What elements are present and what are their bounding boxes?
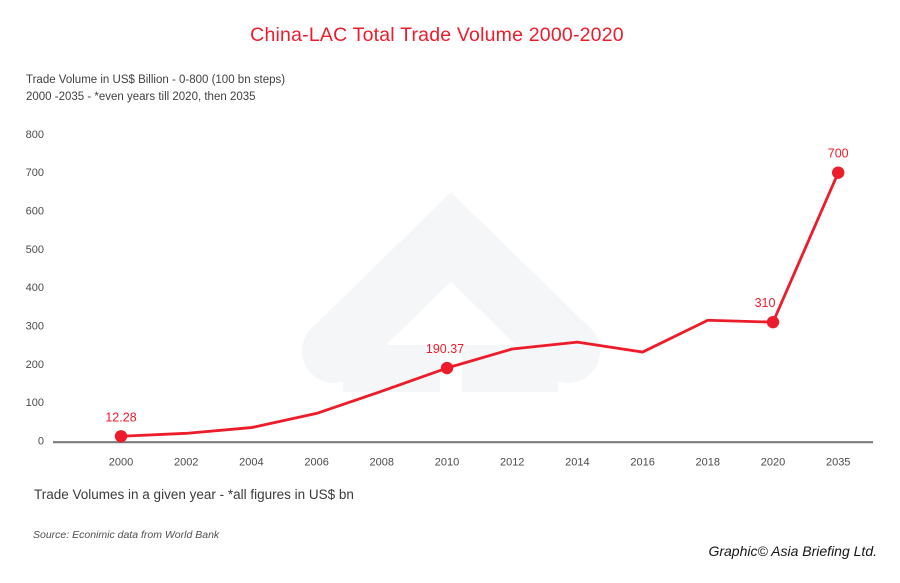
data-point-marker [440, 361, 454, 375]
chart-title: China-LAC Total Trade Volume 2000-2020 [250, 24, 624, 46]
y-tick-label: 0 [38, 436, 44, 448]
data-point-marker [766, 315, 780, 329]
x-tick-label: 2035 [826, 457, 850, 469]
data-point-label: 190.37 [426, 342, 464, 356]
x-tick-label: 2000 [109, 457, 133, 469]
x-tick-label: 2004 [239, 457, 263, 469]
axis-description-y: Trade Volume in US$ Billion - 0-800 (100… [26, 74, 286, 86]
x-tick-label: 2010 [435, 457, 459, 469]
x-tick-label: 2002 [174, 457, 198, 469]
y-tick-label: 500 [26, 244, 44, 256]
footer-note: Trade Volumes in a given year - *all fig… [34, 487, 354, 502]
x-tick-label: 2016 [630, 457, 654, 469]
data-point-marker [832, 166, 845, 179]
y-tick-label: 800 [26, 129, 44, 141]
y-tick-label: 200 [26, 359, 44, 371]
data-point-marker [114, 430, 128, 443]
x-tick-label: 2020 [761, 457, 785, 469]
x-tick-label: 2014 [565, 457, 589, 469]
data-point-label: 700 [828, 147, 849, 161]
y-tick-label: 700 [26, 167, 44, 179]
x-tick-label: 2006 [304, 457, 328, 469]
y-tick-label: 100 [26, 397, 44, 409]
y-tick-label: 300 [26, 320, 44, 332]
data-point-label: 12.28 [105, 410, 136, 424]
data-point-label: 310 [755, 296, 776, 310]
credit-note: Graphic© Asia Briefing Ltd. [708, 543, 877, 559]
source-note: Source: Econimic data from World Bank [33, 529, 220, 541]
y-tick-label: 600 [26, 205, 44, 217]
x-tick-label: 2012 [500, 457, 524, 469]
x-tick-label: 2018 [696, 457, 720, 469]
asia-briefing-watermark-logo [302, 193, 600, 392]
x-tick-label: 2008 [370, 457, 394, 469]
axis-description-x: 2000 -2035 - *even years till 2020, then… [26, 91, 256, 103]
trend-line [119, 171, 840, 438]
y-tick-label: 400 [26, 282, 44, 294]
